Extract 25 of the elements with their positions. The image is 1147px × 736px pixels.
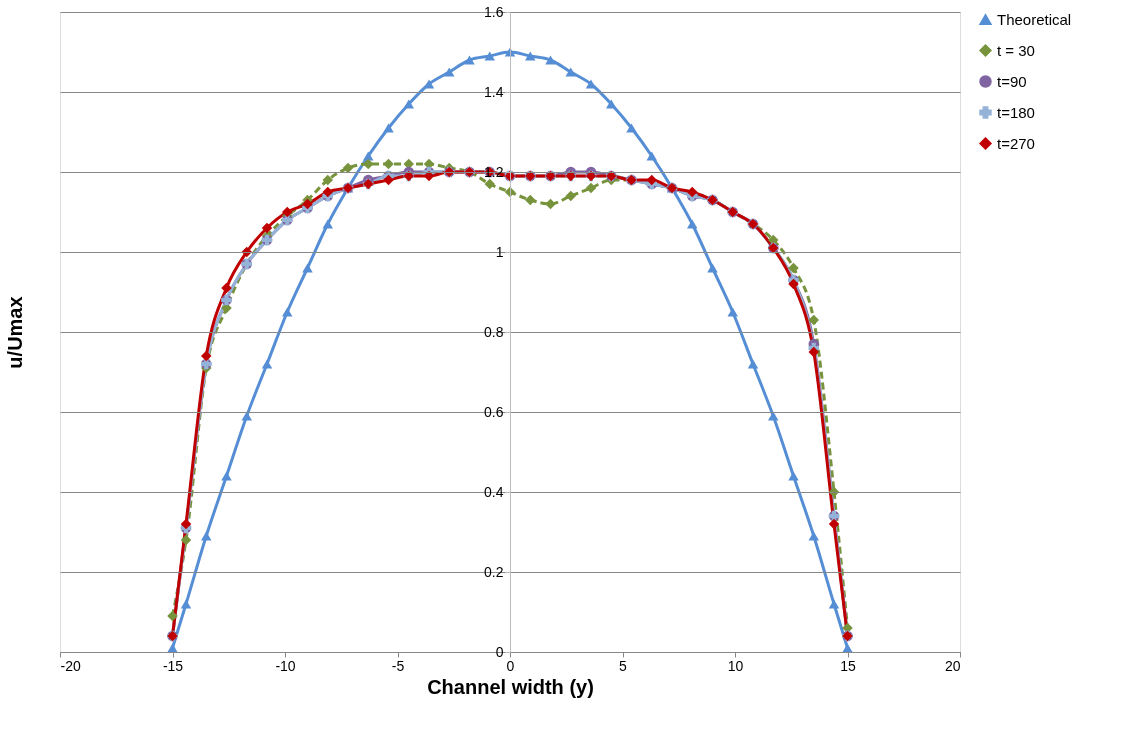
x-tick-label: 15 (840, 657, 856, 674)
y-tick-label: 0.6 (484, 403, 504, 420)
y-tick-label: 1.4 (484, 83, 504, 100)
legend-label: Theoretical (997, 10, 1072, 28)
legend-label: t=90 (997, 72, 1027, 90)
y-tick-label: 0.2 (484, 563, 504, 580)
x-tick-label: -5 (391, 657, 405, 674)
x-tick-label: -10 (275, 657, 296, 674)
x-tick-label: 0 (506, 657, 515, 674)
y-tick-label: 1 (495, 243, 504, 260)
x-tick-label: 20 (944, 657, 961, 674)
x-tick-label: 5 (619, 657, 628, 674)
y-tick-label: 0 (495, 643, 504, 660)
y-axis-title: u/Umax (4, 296, 27, 369)
y-tick-label: 0.8 (484, 323, 504, 340)
x-axis-title: Channel width (y) (427, 675, 594, 698)
legend-label: t=180 (997, 103, 1035, 121)
x-tick-label: -15 (162, 657, 184, 674)
x-tick-label: -20 (60, 657, 81, 674)
y-tick-label: 0.4 (484, 483, 504, 500)
y-tick-label: 1.6 (484, 3, 504, 20)
x-tick-label: 10 (727, 657, 744, 674)
legend-label: t=270 (997, 134, 1035, 152)
legend-label: t = 30 (997, 41, 1035, 59)
y-tick-label: 1.2 (484, 163, 504, 180)
